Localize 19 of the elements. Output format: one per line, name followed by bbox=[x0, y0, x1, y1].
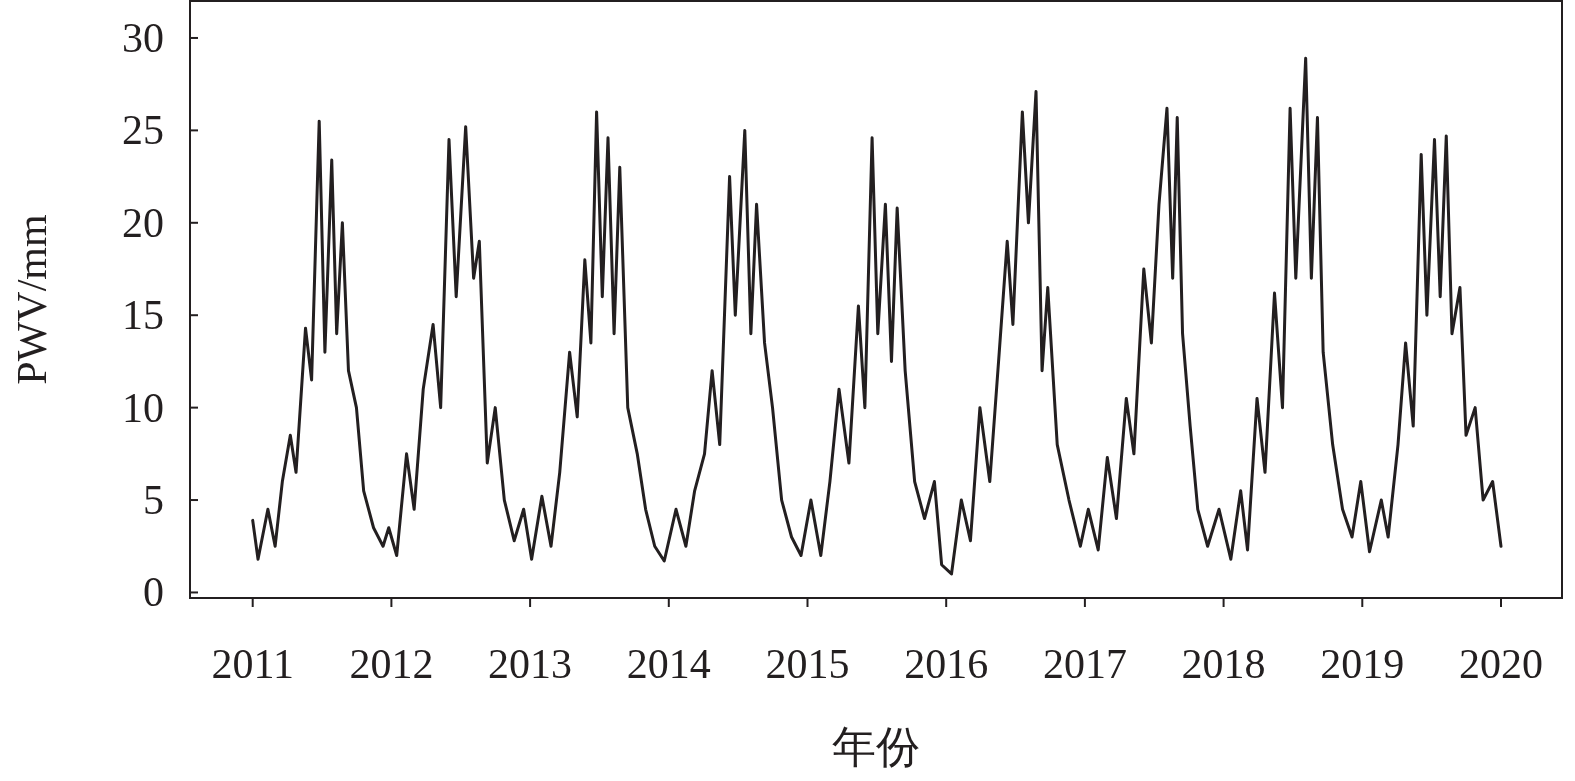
x-tick-label: 2015 bbox=[765, 641, 850, 687]
y-axis-title: PWV/mm bbox=[9, 214, 55, 385]
y-tick-label: 30 bbox=[122, 14, 164, 61]
x-tick-label: 2012 bbox=[349, 641, 434, 687]
x-tick-label: 2019 bbox=[1320, 641, 1405, 687]
y-tick-label: 20 bbox=[122, 199, 164, 246]
x-tick-label: 2017 bbox=[1042, 641, 1127, 687]
x-tick-label: 2020 bbox=[1458, 641, 1543, 687]
x-tick-label: 2011 bbox=[211, 641, 294, 687]
y-tick-label: 15 bbox=[122, 292, 164, 339]
x-tick-label: 2013 bbox=[488, 641, 573, 687]
y-tick-label: 5 bbox=[143, 477, 164, 524]
x-tick-label: 2016 bbox=[904, 641, 989, 687]
x-axis-title: 年份 bbox=[832, 723, 920, 772]
y-tick-label: 25 bbox=[122, 107, 164, 154]
y-tick-label: 0 bbox=[143, 569, 164, 616]
y-tick-label: 10 bbox=[122, 384, 164, 431]
x-tick-label: 2018 bbox=[1181, 641, 1266, 687]
x-tick-label: 2014 bbox=[626, 641, 711, 687]
